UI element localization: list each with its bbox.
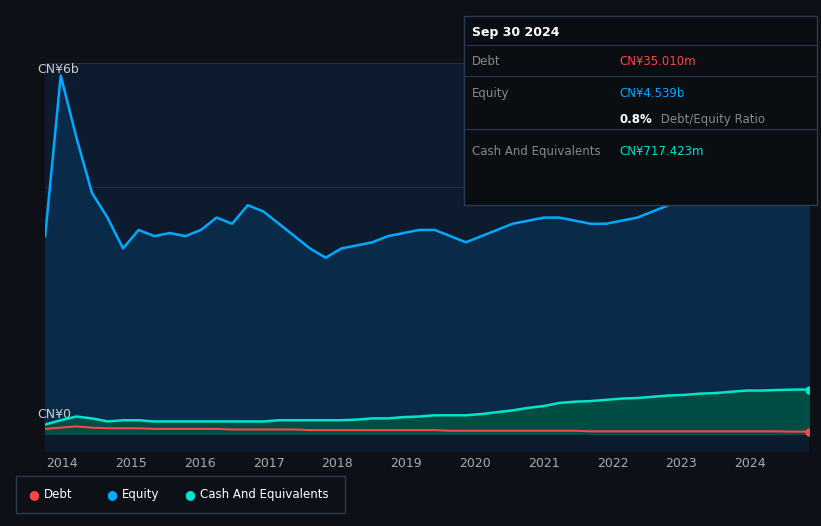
Text: Equity: Equity	[472, 87, 510, 100]
Text: CN¥0: CN¥0	[38, 408, 71, 421]
Text: Cash And Equivalents: Cash And Equivalents	[200, 488, 328, 501]
Text: CN¥4.539b: CN¥4.539b	[620, 87, 686, 100]
Text: Debt: Debt	[44, 488, 72, 501]
Text: ●: ●	[185, 488, 195, 501]
Text: CN¥717.423m: CN¥717.423m	[620, 145, 704, 158]
Text: ●: ●	[29, 488, 39, 501]
Text: CN¥6b: CN¥6b	[38, 63, 80, 76]
Text: 0.8%: 0.8%	[620, 113, 653, 126]
Text: Debt: Debt	[472, 55, 501, 68]
Text: ●: ●	[107, 488, 117, 501]
Text: Cash And Equivalents: Cash And Equivalents	[472, 145, 601, 158]
Text: Debt/Equity Ratio: Debt/Equity Ratio	[657, 113, 765, 126]
Text: Sep 30 2024: Sep 30 2024	[472, 26, 560, 39]
Text: Equity: Equity	[122, 488, 159, 501]
Text: CN¥35.010m: CN¥35.010m	[620, 55, 696, 68]
